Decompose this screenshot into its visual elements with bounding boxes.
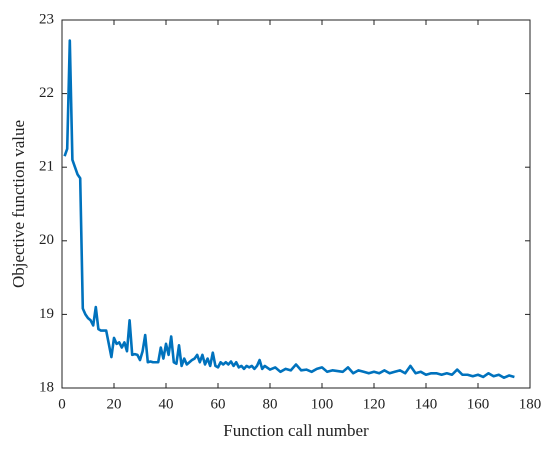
x-tick-label: 140 [415,396,438,412]
y-tick-label: 21 [39,159,54,175]
x-tick-label: 40 [159,396,174,412]
x-tick-label: 0 [58,396,66,412]
plot-frame [61,19,531,389]
x-tick-label: 120 [363,396,386,412]
data-line [63,39,515,379]
x-axis-title: Function call number [223,421,369,440]
x-tick-label: 60 [211,396,226,412]
x-tick-label: 20 [107,396,122,412]
y-tick-label: 20 [39,232,54,248]
x-tick-label: 80 [263,396,278,412]
x-tick-label: 180 [519,396,542,412]
y-tick-label: 19 [39,306,54,322]
x-tick-label: 100 [311,396,334,412]
x-tick-label: 160 [467,396,490,412]
y-tick-label: 22 [39,85,54,101]
y-tick-label: 18 [39,379,54,395]
y-tick-label: 23 [39,11,54,27]
y-axis-title: Objective function value [9,120,28,288]
